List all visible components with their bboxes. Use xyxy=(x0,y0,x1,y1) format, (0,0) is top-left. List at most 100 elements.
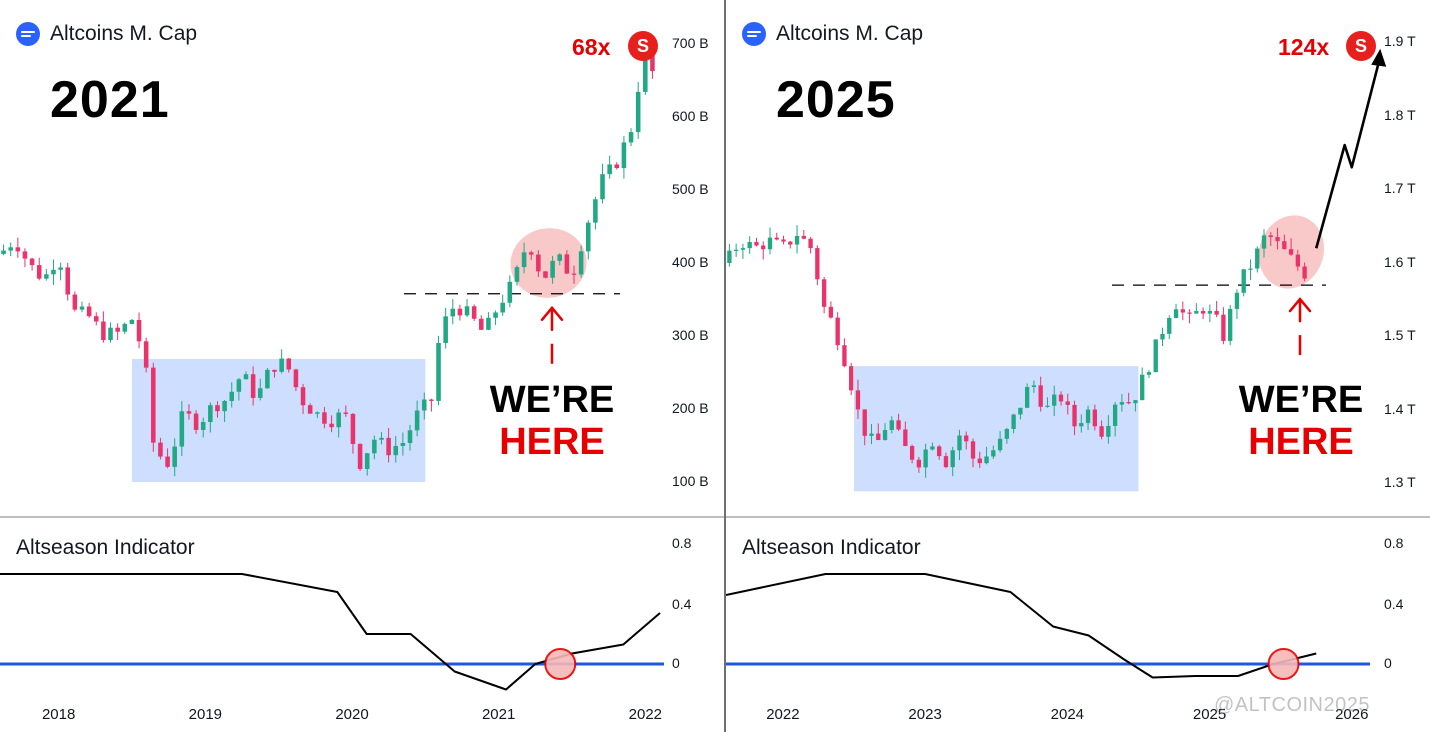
panel-divider xyxy=(724,0,726,732)
candle-body xyxy=(923,449,928,468)
candle-body xyxy=(93,316,99,322)
candle-body xyxy=(1207,310,1213,314)
consolidation-range-box xyxy=(854,366,1139,492)
candle-body xyxy=(767,237,773,250)
candle-body xyxy=(265,369,270,389)
candle-body xyxy=(1024,386,1030,408)
candle-body xyxy=(1282,241,1287,250)
y-tick-label: 700 B xyxy=(672,35,709,51)
candle-body xyxy=(1153,339,1158,373)
highlight-ellipse xyxy=(510,228,587,298)
candle-body xyxy=(1173,309,1179,318)
candle-body xyxy=(500,302,505,313)
candle-body xyxy=(51,269,56,275)
candle-body xyxy=(343,412,349,414)
panel-2025: Altcoins M. Cap 2025 124x S WE’RE HERE 1… xyxy=(726,0,1430,732)
crossover-marker xyxy=(1267,648,1300,680)
chart-2025-svg xyxy=(726,48,1387,680)
candle-body xyxy=(997,438,1003,451)
up-arrow-icon xyxy=(540,305,564,332)
s-badge-icon: S xyxy=(628,31,658,61)
candle-body xyxy=(808,238,813,249)
candle-body xyxy=(1085,409,1091,424)
candle-body xyxy=(22,251,28,259)
candle-body xyxy=(250,374,256,398)
y-tick-label: 1.7 T xyxy=(1384,180,1416,196)
candle-body xyxy=(621,142,627,169)
candle-body xyxy=(1092,409,1097,427)
y-tick-label: 200 B xyxy=(672,400,709,416)
candle-body xyxy=(165,456,170,467)
candle-body xyxy=(272,369,277,372)
candle-body xyxy=(215,405,220,412)
chart-header-2021: Altcoins M. Cap xyxy=(16,20,197,48)
candle-body xyxy=(635,91,641,133)
candle-body xyxy=(1106,425,1111,437)
candle-body xyxy=(607,164,612,175)
candle-body xyxy=(393,445,399,456)
watermark: @ALTCOIN2025 xyxy=(1214,694,1370,716)
candle-body xyxy=(543,271,548,278)
candle-body xyxy=(307,405,313,414)
candle-body xyxy=(158,442,163,457)
candle-body xyxy=(1275,237,1280,242)
candle-body xyxy=(650,50,655,72)
candle-body xyxy=(1288,249,1294,255)
candle-body xyxy=(1200,310,1206,314)
indicator-tick-label: 0.4 xyxy=(672,596,692,612)
y-tick-label: 500 B xyxy=(672,181,709,197)
candle-body xyxy=(740,248,746,250)
candle-body xyxy=(151,367,156,443)
candle-body xyxy=(521,252,527,268)
candle-body xyxy=(876,433,881,441)
candle-body xyxy=(842,345,847,367)
candle-body xyxy=(29,258,35,266)
candle-body xyxy=(761,245,766,250)
crossover-marker xyxy=(544,648,577,680)
candle-body xyxy=(943,456,949,468)
candle-body xyxy=(1052,394,1057,406)
x-tick-label: 2023 xyxy=(908,706,942,723)
candle-body xyxy=(869,433,874,436)
projection-arrowhead-icon xyxy=(1371,48,1387,67)
projection-arrow xyxy=(1314,56,1382,249)
candle-body xyxy=(828,306,834,318)
year-label: 2021 xyxy=(50,71,170,129)
y-tick-label: 1.3 T xyxy=(1384,474,1416,490)
candle-body xyxy=(1295,254,1301,267)
candle-body xyxy=(400,443,406,446)
candle-body xyxy=(578,251,584,275)
candle-body xyxy=(1031,385,1037,387)
candle-body xyxy=(1065,401,1070,405)
x-tick-label: 2022 xyxy=(628,706,663,723)
chart-header-2025: Altcoins M. Cap xyxy=(742,20,923,48)
candle-body xyxy=(322,412,327,424)
chart-title: Altcoins M. Cap xyxy=(50,22,198,45)
y-tick-label: 600 B xyxy=(672,108,709,124)
candle-body xyxy=(15,247,21,252)
x-tick-label: 2024 xyxy=(1050,706,1085,723)
candle-body xyxy=(236,379,242,392)
candle-body xyxy=(329,423,334,428)
chart-2021-svg xyxy=(0,42,664,691)
candle-body xyxy=(528,252,534,255)
indicator-tick-label: 0 xyxy=(1384,655,1392,671)
candle-body xyxy=(593,199,598,223)
indicator-tick-label: 0 xyxy=(672,655,680,671)
candle-body xyxy=(930,446,935,450)
pane-separator xyxy=(0,516,724,518)
candle-body xyxy=(788,241,793,245)
candle-body xyxy=(1140,374,1145,401)
y-tick-label: 1.4 T xyxy=(1384,400,1416,417)
candle-body xyxy=(781,239,786,242)
indicator-title: Altseason Indicator xyxy=(742,536,921,559)
multiplier-label: 124x xyxy=(1278,34,1330,60)
candle-body xyxy=(136,319,142,342)
candle-body xyxy=(571,273,577,275)
candle-body xyxy=(357,444,363,469)
candle-body xyxy=(1221,314,1226,341)
candle-body xyxy=(909,445,915,460)
candle-body xyxy=(186,411,192,414)
candle-body xyxy=(815,248,820,280)
candle-body xyxy=(957,435,962,451)
